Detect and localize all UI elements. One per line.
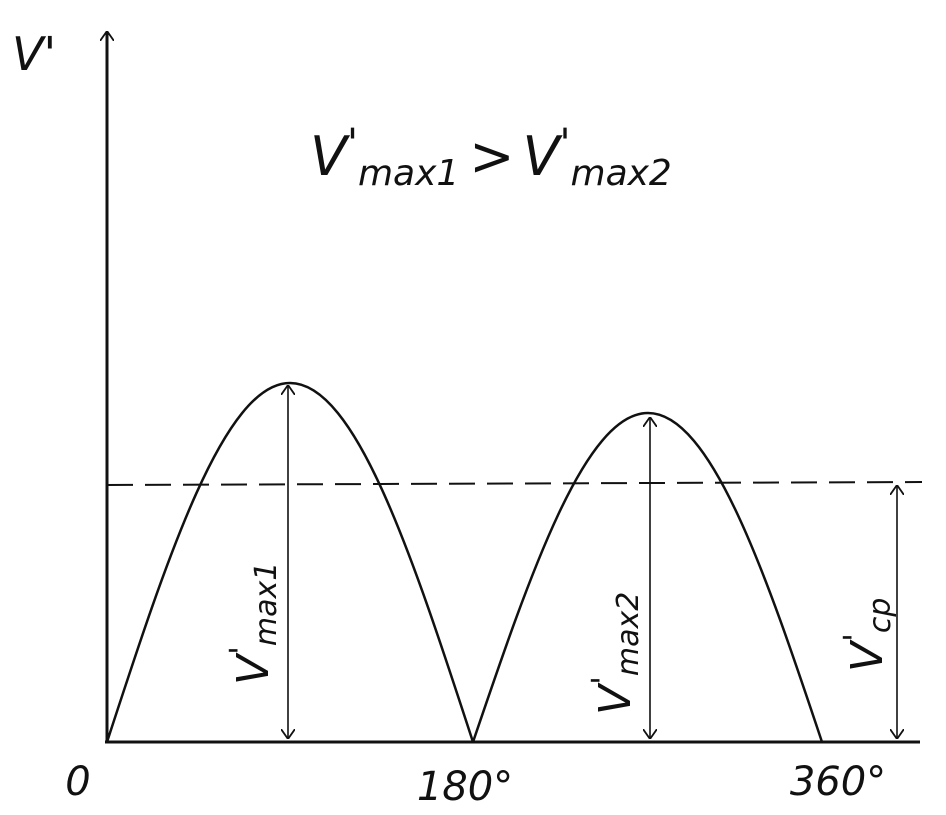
label-max2: V'max2 <box>584 592 646 715</box>
hump-1 <box>105 381 475 743</box>
title-operator: > <box>469 125 514 188</box>
hump-2 <box>471 411 824 743</box>
dashed-level <box>106 481 923 486</box>
title-base: V <box>310 125 351 188</box>
label-prime: ' <box>584 676 622 685</box>
title-prime: ' <box>347 121 358 167</box>
label-base: V <box>590 682 641 715</box>
x-label: 0 <box>65 759 90 805</box>
title-base: V <box>523 125 564 188</box>
x-label: 180° <box>417 764 513 810</box>
label-cp: V'cp <box>836 598 898 672</box>
label-prime: ' <box>222 646 260 655</box>
title-sub: max2 <box>571 153 672 194</box>
label-max1: V'max1 <box>222 562 284 685</box>
y-axis-label: V' <box>12 27 56 81</box>
title-sub: max1 <box>358 153 459 194</box>
label-sub: max1 <box>249 562 284 646</box>
label-sub: max2 <box>611 592 646 676</box>
title-prime: ' <box>560 121 571 167</box>
title: V'max1 > V'max2 <box>310 121 672 194</box>
x-label: 360° <box>790 759 886 805</box>
label-prime: ' <box>836 633 874 642</box>
label-base: V <box>842 639 893 672</box>
label-sub: cp <box>863 598 898 634</box>
label-base: V <box>228 652 279 685</box>
